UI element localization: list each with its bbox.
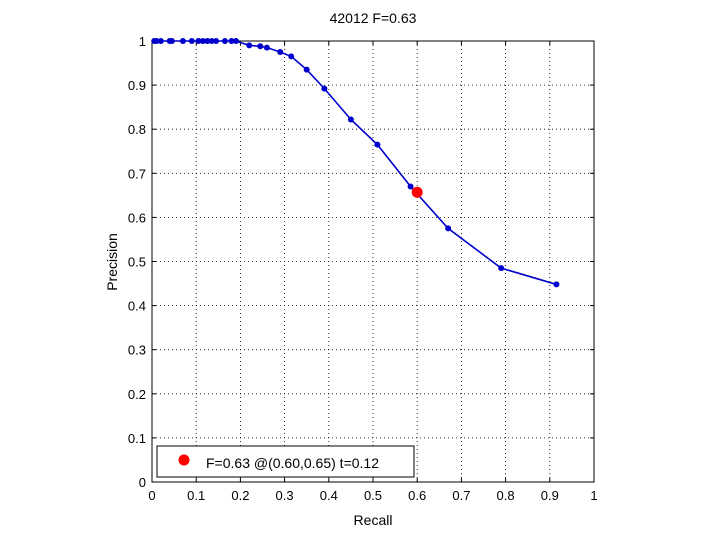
x-tick-label: 0 xyxy=(148,488,155,503)
y-tick-label: 0 xyxy=(139,475,146,490)
data-point xyxy=(188,38,195,44)
data-point xyxy=(246,42,253,49)
y-tick-label: 1 xyxy=(139,34,146,49)
y-tick-label: 0.2 xyxy=(128,387,146,402)
data-point xyxy=(208,38,215,44)
data-point xyxy=(303,66,310,73)
y-tick-label: 0.3 xyxy=(128,343,146,358)
y-tick-label: 0.9 xyxy=(128,78,146,93)
series-line xyxy=(154,40,557,286)
data-point xyxy=(553,281,560,288)
series-points xyxy=(151,38,560,288)
y-tick-label: 0.5 xyxy=(128,255,146,270)
x-tick-label: 0.3 xyxy=(276,488,294,503)
data-point xyxy=(199,38,206,44)
y-tick-label: 0.6 xyxy=(128,210,146,225)
data-point xyxy=(288,53,295,60)
x-axis-label: Recall xyxy=(354,512,393,528)
chart-title: 42012 F=0.63 xyxy=(330,10,417,26)
x-tick-label: 0.4 xyxy=(320,488,338,503)
x-tick-label: 1 xyxy=(590,488,597,503)
data-point xyxy=(153,38,160,44)
data-point xyxy=(445,225,452,232)
data-point xyxy=(228,38,235,44)
data-point xyxy=(168,38,175,44)
x-tick-label: 0.2 xyxy=(231,488,249,503)
x-tick-label: 0.9 xyxy=(541,488,559,503)
data-point xyxy=(347,116,354,123)
data-point xyxy=(321,85,328,92)
y-axis-label: Precision xyxy=(104,233,120,291)
data-point xyxy=(257,43,264,50)
legend-marker xyxy=(178,454,190,466)
data-point xyxy=(213,38,220,44)
data-point xyxy=(407,183,414,190)
data-point xyxy=(204,38,211,44)
x-tick-label: 0.8 xyxy=(497,488,515,503)
data-point xyxy=(179,38,186,44)
y-tick-label: 0.8 xyxy=(128,122,146,137)
data-point xyxy=(195,38,202,44)
x-tick-label: 0.7 xyxy=(452,488,470,503)
data-point xyxy=(157,38,164,44)
legend-box xyxy=(156,445,415,478)
x-tick-label: 0.1 xyxy=(187,488,205,503)
data-point xyxy=(221,38,228,44)
legend: F=0.63 @(0.60,0.65) t=0.12 xyxy=(156,445,415,478)
grid xyxy=(152,41,594,482)
x-tick-label: 0.5 xyxy=(364,488,382,503)
x-tick-label: 0.6 xyxy=(408,488,426,503)
y-tick-label: 0.4 xyxy=(128,299,146,314)
data-point xyxy=(277,49,284,56)
y-tick-label: 0.7 xyxy=(128,166,146,181)
data-point xyxy=(232,38,239,44)
legend-label: F=0.63 @(0.60,0.65) t=0.12 xyxy=(206,455,379,471)
best-f-point xyxy=(411,186,423,198)
data-point xyxy=(374,141,381,148)
data-point xyxy=(498,265,505,272)
y-tick-label: 0.1 xyxy=(128,431,146,446)
axis-ticks: 0 0.1 0.2 0.3 0.4 0.5 0.6 0.7 0.8 0.9 1 0 0.1 0.2 0.3 0… xyxy=(128,34,598,503)
data-point xyxy=(263,44,270,51)
